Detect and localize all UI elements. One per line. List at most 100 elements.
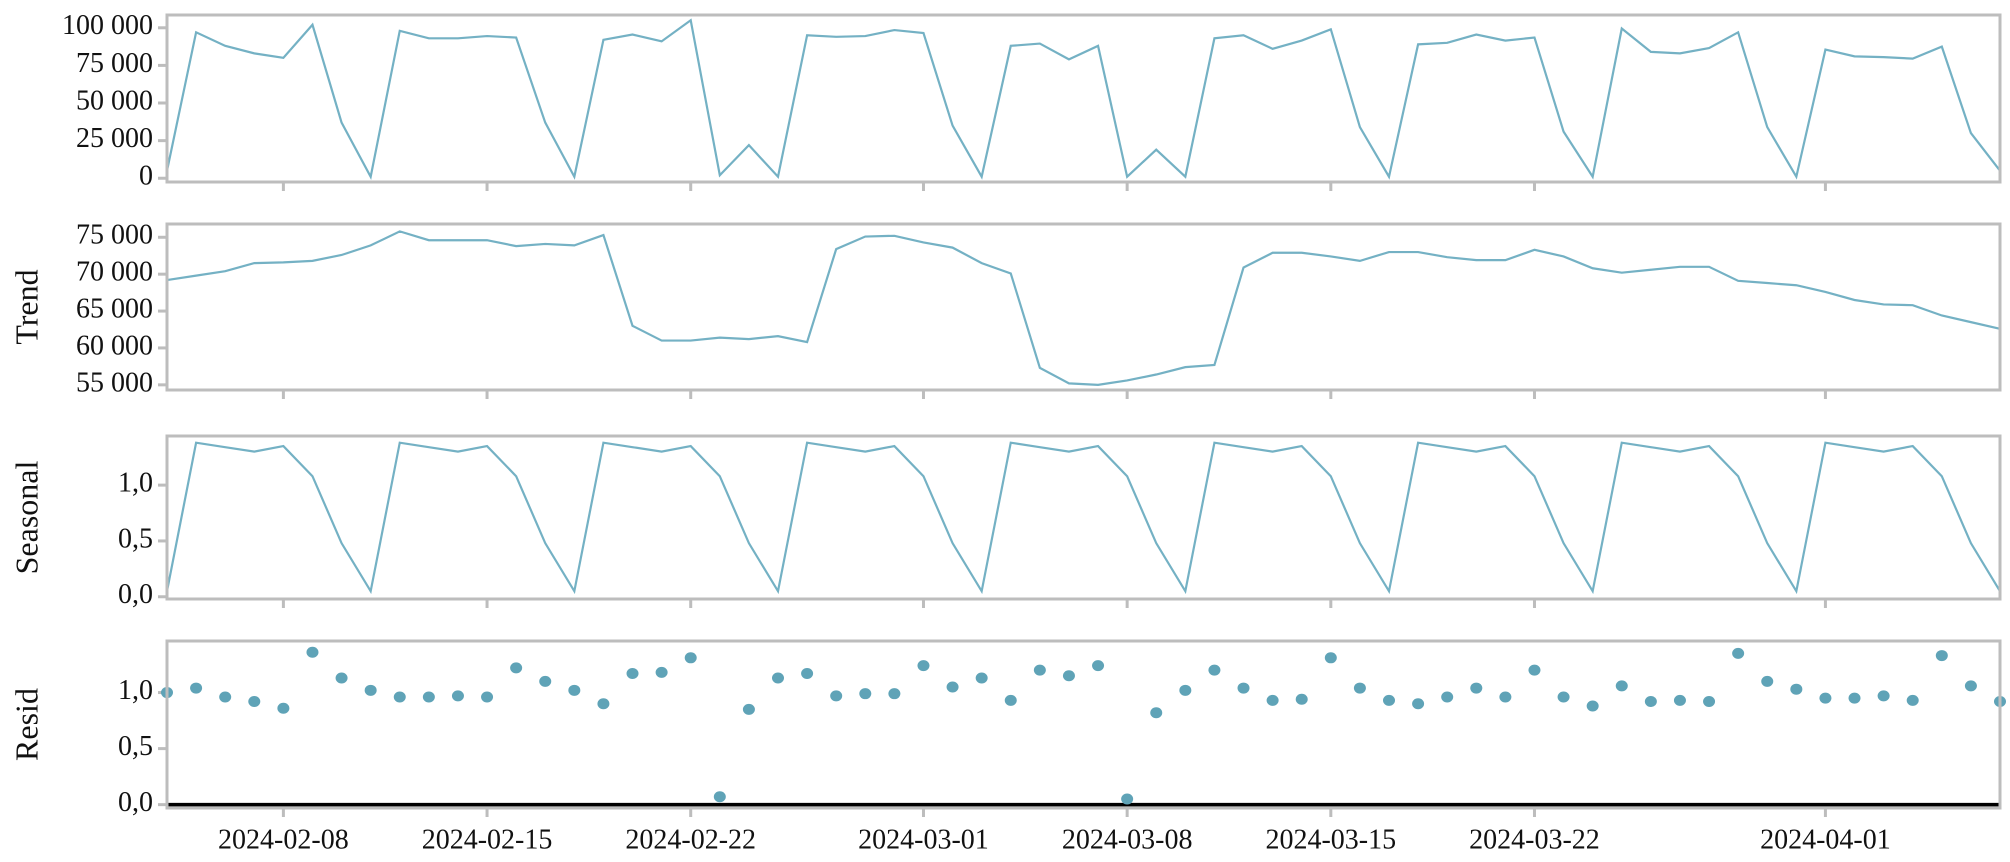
resid-point [1673, 694, 1686, 706]
x-tick-label: 2024-03-15 [1265, 824, 1396, 855]
resid-point [1062, 670, 1075, 682]
resid-point [1412, 698, 1425, 710]
resid-point [772, 672, 784, 684]
resid-point [422, 691, 435, 703]
resid-point [481, 691, 494, 703]
resid-point [451, 690, 464, 702]
resid-point [568, 684, 581, 696]
resid-point [888, 688, 901, 700]
resid-point [1208, 664, 1221, 676]
y-tick-label: 1,0 [118, 675, 153, 706]
resid-point [1761, 675, 1774, 687]
resid-point [1033, 664, 1046, 676]
resid-point [1470, 682, 1483, 694]
resid-point [1790, 683, 1803, 695]
y-tick-label: 65 000 [76, 293, 153, 324]
y-tick-label: 0,0 [118, 787, 153, 818]
resid-point [1819, 692, 1832, 704]
series-line [166, 230, 2001, 386]
y-tick-label: 0 [139, 161, 153, 192]
resid-point [655, 666, 668, 678]
resid-point [1237, 682, 1250, 694]
x-tick-label: 2024-03-01 [858, 824, 989, 855]
y-tick-label: 75 000 [76, 48, 153, 79]
resid-point [1353, 682, 1366, 694]
resid-point [393, 691, 406, 703]
resid-point [248, 696, 261, 708]
x-tick-label: 2024-03-08 [1062, 824, 1193, 855]
resid-point [1935, 650, 1948, 662]
y-tick-label: 0,5 [118, 523, 153, 554]
x-tick-label: 2024-02-15 [422, 824, 553, 855]
resid-point [1324, 652, 1337, 664]
resid-point [1295, 693, 1308, 705]
y-tick-label: 0,0 [118, 579, 153, 610]
y-tick-label: 100 000 [62, 10, 153, 41]
panel-frame [165, 222, 2002, 392]
x-tick-label: 2024-03-22 [1469, 824, 1600, 855]
x-tick-label: 2024-02-08 [218, 824, 349, 855]
resid-point [859, 688, 872, 700]
resid-point [917, 660, 930, 672]
resid-point [364, 684, 377, 696]
resid-point [1004, 694, 1017, 706]
y-tick-label: 1,0 [118, 468, 153, 499]
resid-point [539, 675, 552, 687]
y-axis-title: Seasonal [8, 461, 44, 575]
y-tick-label: 70 000 [76, 257, 153, 288]
resid-point [626, 668, 639, 680]
resid-point [946, 681, 959, 693]
panel-frame [165, 434, 2002, 601]
resid-point [306, 646, 319, 658]
y-tick-label: 55 000 [76, 367, 153, 398]
resid-point [277, 702, 290, 714]
panel-frame [165, 13, 2002, 184]
resid-point [975, 672, 988, 684]
resid-point [1150, 707, 1163, 719]
resid-point [1528, 664, 1541, 676]
resid-point [335, 672, 348, 684]
x-tick-label: 2024-04-01 [1760, 824, 1891, 855]
series-line [165, 441, 2001, 595]
resid-point [684, 652, 697, 664]
resid-point [830, 690, 843, 702]
panel-frame [165, 222, 2002, 392]
resid-point [1906, 694, 1919, 706]
resid-point [597, 698, 610, 710]
y-tick-label: 25 000 [76, 123, 153, 154]
resid-point [713, 791, 726, 803]
resid-point [1121, 793, 1134, 805]
y-tick-label: 50 000 [76, 85, 153, 116]
resid-point [801, 668, 814, 680]
resid-point [1732, 647, 1745, 659]
y-tick-label: 60 000 [76, 330, 153, 361]
resid-point [1092, 660, 1105, 672]
resid-point [1557, 691, 1570, 703]
resid-point [1441, 691, 1454, 703]
resid-point [1499, 691, 1512, 703]
resid-point [1266, 694, 1279, 706]
y-tick-label: 0,5 [118, 731, 153, 762]
resid-point [742, 703, 755, 715]
resid-point [219, 691, 232, 703]
resid-point [1848, 692, 1861, 704]
series-line [165, 18, 2001, 180]
panel-frame [165, 639, 2002, 810]
y-axis-title: Trend [8, 269, 44, 344]
panel-frame [165, 434, 2002, 601]
y-axis-title: Resid [8, 688, 44, 761]
resid-point [1644, 696, 1657, 708]
x-tick-label: 2024-02-22 [625, 824, 756, 855]
panel-frame [165, 639, 2002, 810]
resid-point [510, 662, 523, 674]
y-tick-label: 75 000 [76, 220, 153, 251]
resid-point [1383, 694, 1395, 706]
resid-point [1703, 696, 1716, 708]
resid-point [190, 682, 203, 694]
resid-point [1615, 680, 1628, 692]
resid-point [1877, 690, 1890, 702]
resid-point [1964, 680, 1977, 692]
resid-point [1586, 700, 1599, 712]
resid-point [1179, 684, 1192, 696]
